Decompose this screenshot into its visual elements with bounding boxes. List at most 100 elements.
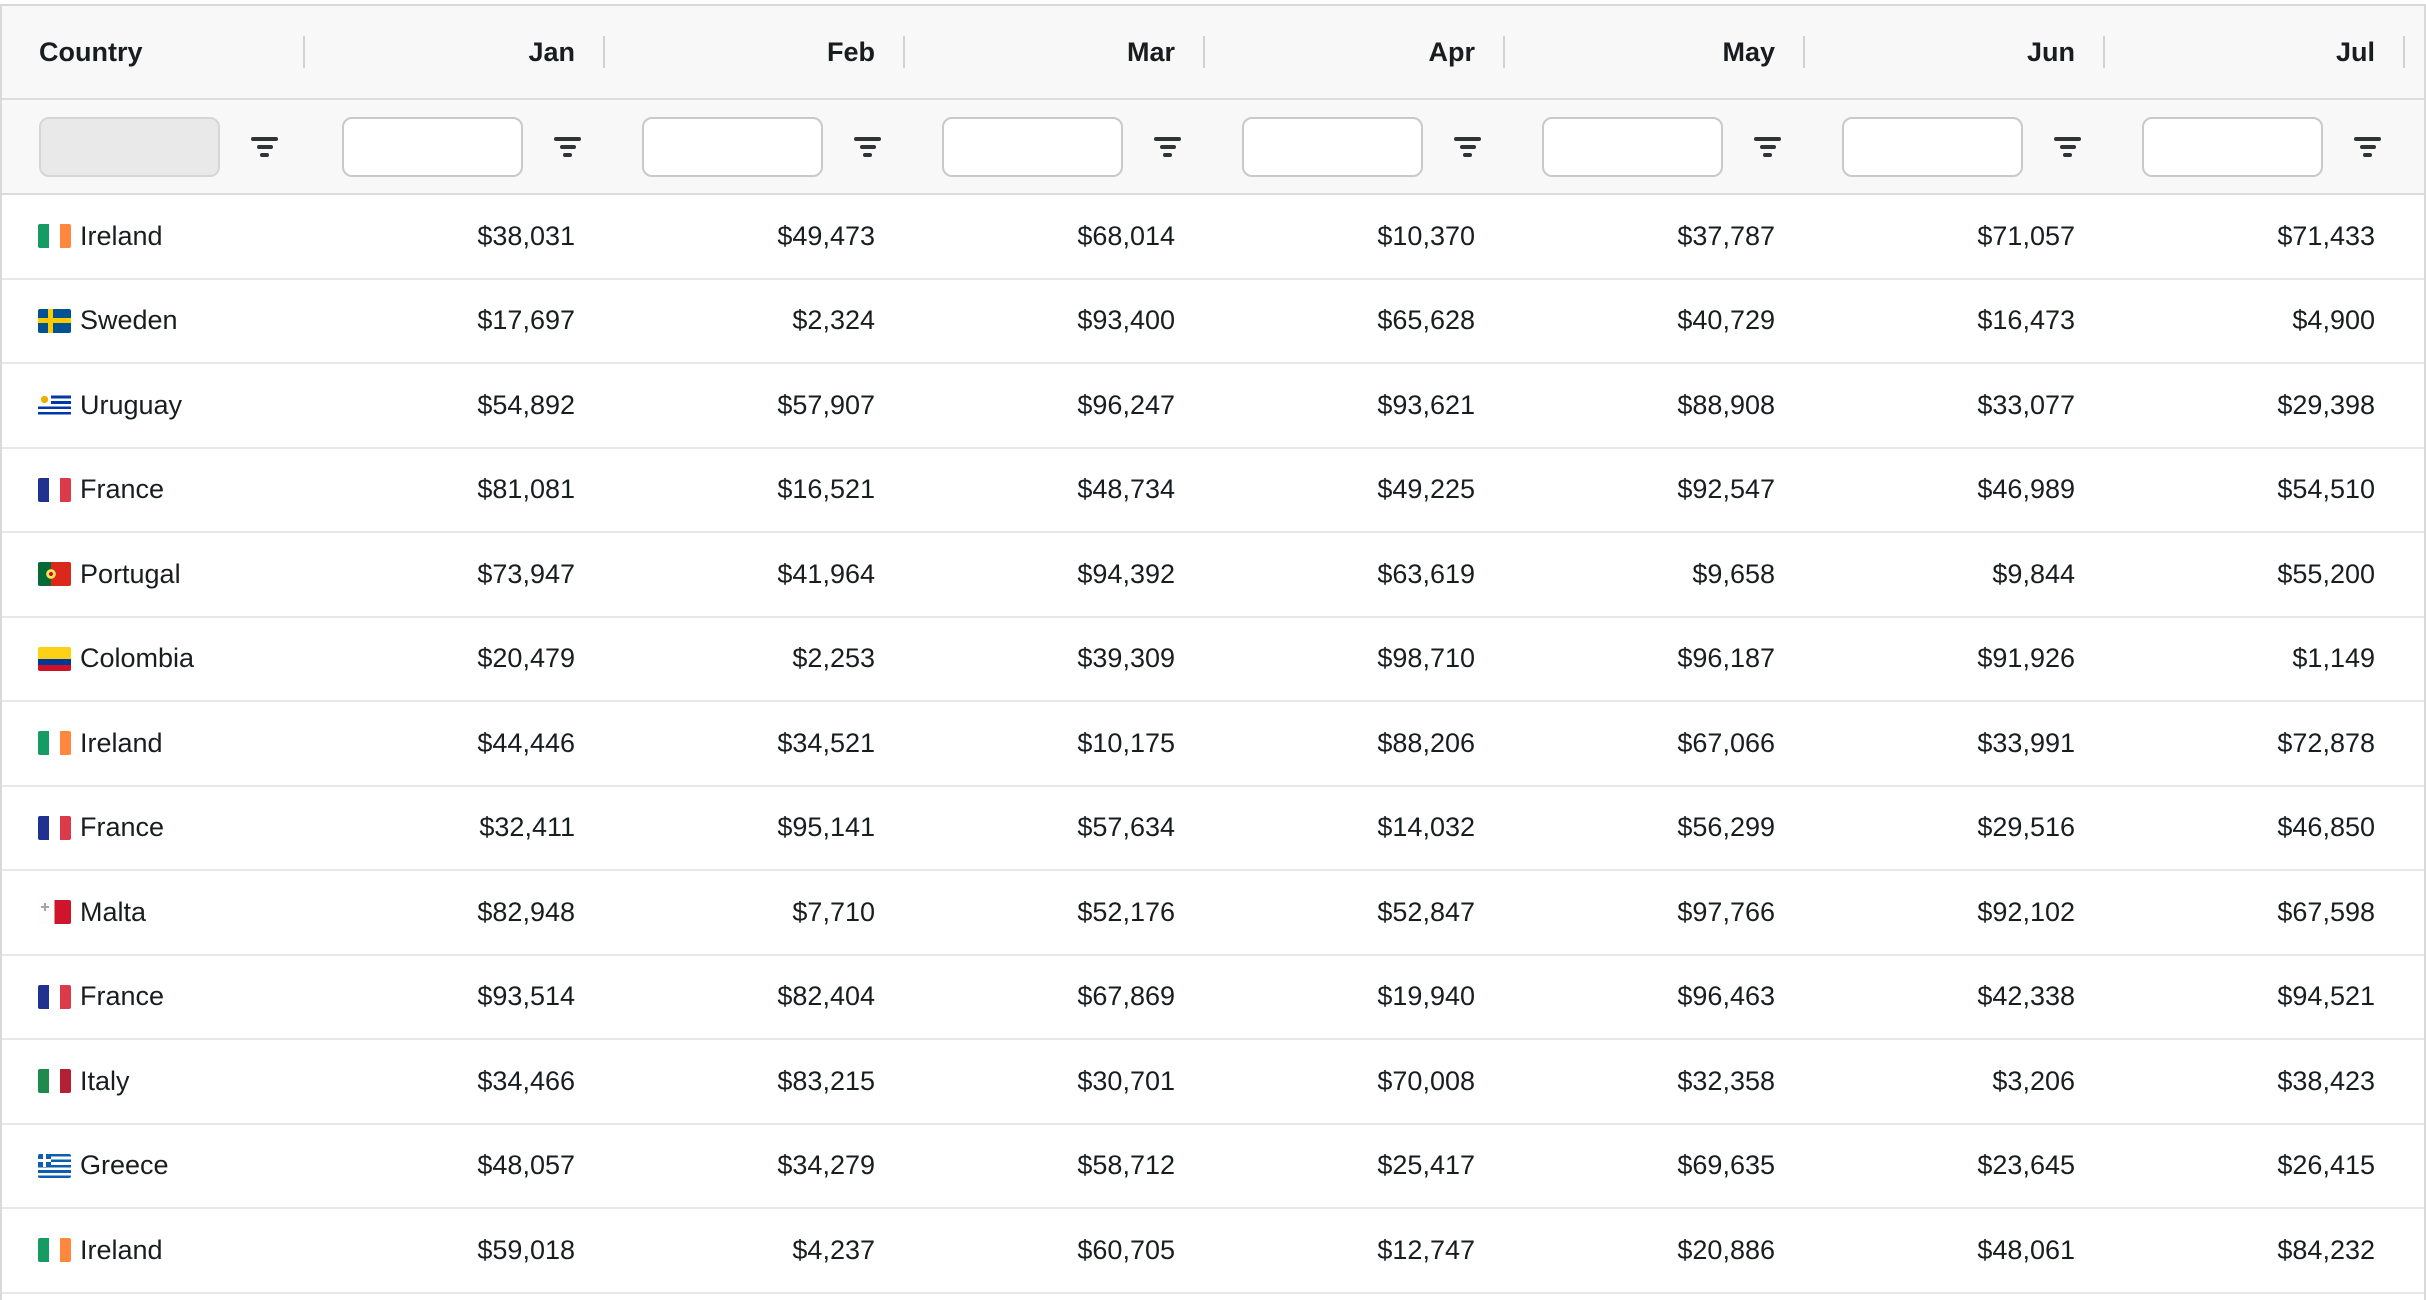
filter-input-may[interactable]	[1542, 116, 1723, 177]
cell-value: $96,247	[1077, 389, 1175, 420]
cell-value: $9,844	[1992, 558, 2075, 589]
table-row[interactable]: Malta $82,948 $7,710 $52,176 $52,847 $97,766…	[2, 871, 2424, 956]
flag-icon-malta	[38, 900, 71, 925]
filter-menu-button-mar[interactable]	[1148, 131, 1187, 163]
filter-input-jun[interactable]	[1842, 116, 2023, 177]
filter-funnel-icon	[1154, 136, 1181, 157]
filter-cell	[2, 100, 305, 193]
table-row[interactable]: France $81,081 $16,521 $48,734 $49,225 $92,5…	[2, 448, 2424, 533]
cell-value: $70,008	[1377, 1065, 1475, 1096]
flag-icon-italy	[38, 1069, 71, 1094]
filter-menu-button-jan[interactable]	[548, 131, 587, 163]
table-row[interactable]: Ireland $59,018 $4,237 $60,705 $12,747 $20,8…	[2, 1209, 2424, 1294]
country-label: Ireland	[80, 727, 163, 758]
column-header-label: Feb	[826, 36, 875, 67]
cell-value: $71,433	[2277, 220, 2375, 251]
cell-value: $33,077	[1977, 389, 2075, 420]
cell-value: $81,081	[477, 474, 575, 505]
filter-menu-button-feb[interactable]	[848, 131, 887, 163]
cell-value: $98,710	[1377, 643, 1475, 674]
cell-value: $88,206	[1377, 727, 1475, 758]
filter-input-country	[39, 116, 220, 177]
filter-menu-button-jul[interactable]	[2348, 131, 2387, 163]
column-header-label: Mar	[1126, 36, 1175, 67]
cell-value: $20,886	[1677, 1234, 1775, 1265]
table-row[interactable]: Colombia $20,479 $2,253 $39,309 $98,710 $96,…	[2, 617, 2424, 702]
cell-value: $49,473	[777, 220, 875, 251]
filter-cell	[2105, 100, 2405, 193]
cell-value: $38,031	[477, 220, 575, 251]
column-header-jan[interactable]: Jan	[305, 6, 605, 98]
cell-value: $39,309	[1077, 643, 1175, 674]
column-header-may[interactable]: May	[1505, 6, 1805, 98]
flag-icon-france	[38, 477, 71, 502]
column-header-jun[interactable]: Jun	[1805, 6, 2105, 98]
filter-cell	[1205, 100, 1505, 193]
column-header-mar[interactable]: Mar	[905, 6, 1205, 98]
filter-row	[2, 100, 2424, 195]
filter-input-feb[interactable]	[642, 116, 823, 177]
column-header-label: Jul	[2335, 36, 2375, 67]
table-row[interactable]: Ireland $38,031 $49,473 $68,014 $10,370 $37,…	[2, 195, 2424, 280]
column-header-country[interactable]: Country	[2, 6, 305, 98]
filter-menu-button-apr[interactable]	[1448, 131, 1487, 163]
table-row[interactable]: France $93,514 $82,404 $67,869 $19,940 $96,4…	[2, 955, 2424, 1040]
country-label: France	[80, 812, 165, 843]
cell-value: $93,514	[477, 981, 575, 1012]
cell-value: $40,729	[1677, 305, 1775, 336]
column-header-apr[interactable]: Apr	[1205, 6, 1505, 98]
table-row[interactable]: Greece $48,057 $34,279 $58,712 $25,417 $69,6…	[2, 1124, 2424, 1209]
column-separator	[903, 36, 905, 68]
cell-value: $67,598	[2277, 896, 2375, 927]
cell-value: $2,324	[792, 305, 875, 336]
cell-value: $92,547	[1677, 474, 1775, 505]
cell-value: $37,787	[1677, 220, 1775, 251]
cell-value: $26,415	[2277, 1150, 2375, 1181]
cell-value: $16,521	[777, 474, 875, 505]
filter-input-apr[interactable]	[1242, 116, 1423, 177]
cell-value: $68,014	[1077, 220, 1175, 251]
cell-country: Portugal	[2, 559, 305, 590]
cell-value: $19,940	[1377, 981, 1475, 1012]
cell-value: $88,908	[1677, 389, 1775, 420]
cell-value: $33,991	[1977, 727, 2075, 758]
cell-country: Ireland	[2, 728, 305, 759]
flag-icon-greece	[38, 1153, 71, 1178]
filter-cell	[605, 100, 905, 193]
column-header-jul[interactable]: Jul	[2105, 6, 2405, 98]
cell-value: $94,521	[2277, 981, 2375, 1012]
flag-icon-ireland	[38, 731, 71, 756]
cell-value: $82,948	[477, 896, 575, 927]
column-header-feb[interactable]: Feb	[605, 6, 905, 98]
cell-value: $25,417	[1377, 1150, 1475, 1181]
filter-cell	[1505, 100, 1805, 193]
table-row[interactable]: Ireland $44,446 $34,521 $10,175 $88,206 $67,…	[2, 702, 2424, 787]
flag-icon-portugal	[38, 562, 71, 587]
column-header-label: Jan	[528, 36, 575, 67]
cell-value: $72,878	[2277, 727, 2375, 758]
filter-input-jan[interactable]	[342, 116, 523, 177]
table-row[interactable]: Portugal $73,947 $41,964 $94,392 $63,619 $9,…	[2, 533, 2424, 618]
cell-value: $54,510	[2277, 474, 2375, 505]
cell-value: $34,279	[777, 1150, 875, 1181]
cell-value: $55,200	[2277, 558, 2375, 589]
table-row[interactable]: Uruguay $54,892 $57,907 $96,247 $93,621 $88,…	[2, 364, 2424, 449]
cell-value: $57,634	[1077, 812, 1175, 843]
cell-value: $48,734	[1077, 474, 1175, 505]
filter-input-mar[interactable]	[942, 116, 1123, 177]
filter-input-jul[interactable]	[2142, 116, 2323, 177]
cell-value: $60,705	[1077, 1234, 1175, 1265]
filter-menu-button-jun[interactable]	[2048, 131, 2087, 163]
filter-menu-button-country[interactable]	[245, 131, 284, 163]
country-label: France	[80, 981, 165, 1012]
filter-funnel-icon	[2354, 136, 2381, 157]
cell-value: $46,850	[2277, 812, 2375, 843]
table-row[interactable]: France $32,411 $95,141 $57,634 $14,032 $56,2…	[2, 786, 2424, 871]
column-separator	[1503, 36, 1505, 68]
column-header-label: Apr	[1428, 36, 1476, 67]
table-row[interactable]: Italy $34,466 $83,215 $30,701 $70,008 $32,35…	[2, 1040, 2424, 1125]
filter-menu-button-may[interactable]	[1748, 131, 1787, 163]
cell-value: $97,766	[1677, 896, 1775, 927]
table-row[interactable]: Sweden $17,697 $2,324 $93,400 $65,628 $40,72…	[2, 279, 2424, 364]
cell-value: $65,628	[1377, 305, 1475, 336]
